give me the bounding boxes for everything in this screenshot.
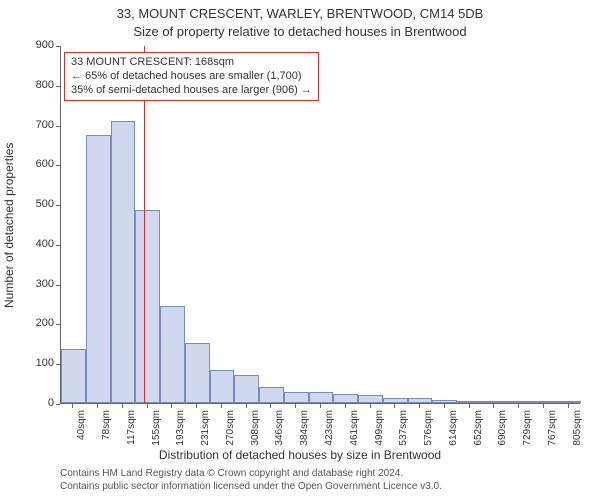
x-tick-label: 270sqm (225, 410, 236, 454)
x-tick-label: 537sqm (398, 410, 409, 454)
histogram-bar (531, 401, 556, 403)
x-tick-mark (72, 404, 73, 408)
x-tick-mark (493, 404, 494, 408)
y-tick-mark (56, 205, 60, 206)
y-tick-mark (56, 46, 60, 47)
histogram-bar (556, 401, 581, 403)
histogram-bar (210, 370, 235, 403)
y-tick-mark (56, 285, 60, 286)
x-tick-mark (246, 404, 247, 408)
y-tick-label: 800 (18, 79, 54, 91)
y-tick-label: 300 (18, 278, 54, 290)
histogram-bar (259, 387, 284, 403)
x-tick-mark (320, 404, 321, 408)
histogram-bar (383, 398, 408, 403)
y-tick-mark (56, 126, 60, 127)
y-tick-label: 600 (18, 158, 54, 170)
x-tick-label: 155sqm (151, 410, 162, 454)
x-tick-mark (419, 404, 420, 408)
x-tick-label: 423sqm (324, 410, 335, 454)
x-tick-mark (444, 404, 445, 408)
x-tick-label: 78sqm (101, 410, 112, 454)
histogram-bar (234, 375, 259, 403)
histogram-bar (185, 343, 210, 403)
y-tick-mark (56, 245, 60, 246)
x-tick-label: 346sqm (274, 410, 285, 454)
x-tick-mark (295, 404, 296, 408)
y-tick-mark (56, 324, 60, 325)
x-tick-label: 499sqm (374, 410, 385, 454)
y-tick-label: 0 (18, 397, 54, 409)
x-tick-mark (394, 404, 395, 408)
x-tick-label: 805sqm (572, 410, 583, 454)
y-tick-mark (56, 364, 60, 365)
x-tick-label: 384sqm (299, 410, 310, 454)
x-tick-mark (345, 404, 346, 408)
x-tick-label: 614sqm (448, 410, 459, 454)
y-tick-label: 500 (18, 198, 54, 210)
attribution-line1: Contains HM Land Registry data © Crown c… (60, 468, 442, 481)
x-tick-label: 652sqm (473, 410, 484, 454)
histogram-bar (160, 306, 185, 403)
histogram-bar (333, 394, 358, 403)
x-tick-label: 690sqm (497, 410, 508, 454)
y-tick-label: 900 (18, 39, 54, 51)
y-tick-label: 400 (18, 238, 54, 250)
annotation-line: 33 MOUNT CRESCENT: 168sqm (71, 56, 312, 70)
y-tick-label: 200 (18, 317, 54, 329)
histogram-bar (309, 392, 334, 403)
x-tick-label: 231sqm (200, 410, 211, 454)
histogram-bar (61, 349, 86, 403)
x-tick-mark (147, 404, 148, 408)
histogram-bar (432, 400, 457, 403)
y-tick-mark (56, 165, 60, 166)
histogram-bar (111, 121, 136, 403)
attribution-line2: Contains public sector information licen… (60, 481, 442, 494)
x-tick-label: 729sqm (522, 410, 533, 454)
x-tick-label: 40sqm (76, 410, 87, 454)
x-tick-mark (270, 404, 271, 408)
annotation-box: 33 MOUNT CRESCENT: 168sqm← 65% of detach… (64, 52, 319, 101)
histogram-bar (284, 392, 309, 403)
histogram-bar (457, 401, 482, 403)
y-axis-label: Number of detached properties (2, 142, 16, 307)
x-tick-label: 767sqm (547, 410, 558, 454)
annotation-line: ← 65% of detached houses are smaller (1,… (71, 70, 312, 84)
x-tick-label: 576sqm (423, 410, 434, 454)
x-tick-mark (196, 404, 197, 408)
y-tick-label: 100 (18, 357, 54, 369)
histogram-bar (135, 210, 160, 403)
x-tick-mark (568, 404, 569, 408)
annotation-line: 35% of semi-detached houses are larger (… (71, 84, 312, 98)
y-tick-mark (56, 86, 60, 87)
x-tick-mark (370, 404, 371, 408)
histogram-bar (482, 401, 507, 403)
x-tick-label: 117sqm (126, 410, 137, 454)
x-tick-label: 193sqm (175, 410, 186, 454)
x-tick-mark (171, 404, 172, 408)
histogram-bar (507, 401, 532, 403)
x-tick-mark (97, 404, 98, 408)
y-tick-mark (56, 404, 60, 405)
x-tick-label: 308sqm (250, 410, 261, 454)
x-tick-mark (122, 404, 123, 408)
x-tick-mark (518, 404, 519, 408)
x-tick-mark (543, 404, 544, 408)
chart-title-line2: Size of property relative to detached ho… (0, 24, 600, 39)
x-tick-mark (221, 404, 222, 408)
x-tick-label: 461sqm (349, 410, 360, 454)
histogram-bar (408, 398, 433, 403)
histogram-bar (358, 395, 383, 403)
x-tick-mark (469, 404, 470, 408)
histogram-bar (86, 135, 111, 404)
y-tick-label: 700 (18, 119, 54, 131)
attribution-text: Contains HM Land Registry data © Crown c… (60, 468, 442, 493)
chart-title-line1: 33, MOUNT CRESCENT, WARLEY, BRENTWOOD, C… (0, 6, 600, 21)
